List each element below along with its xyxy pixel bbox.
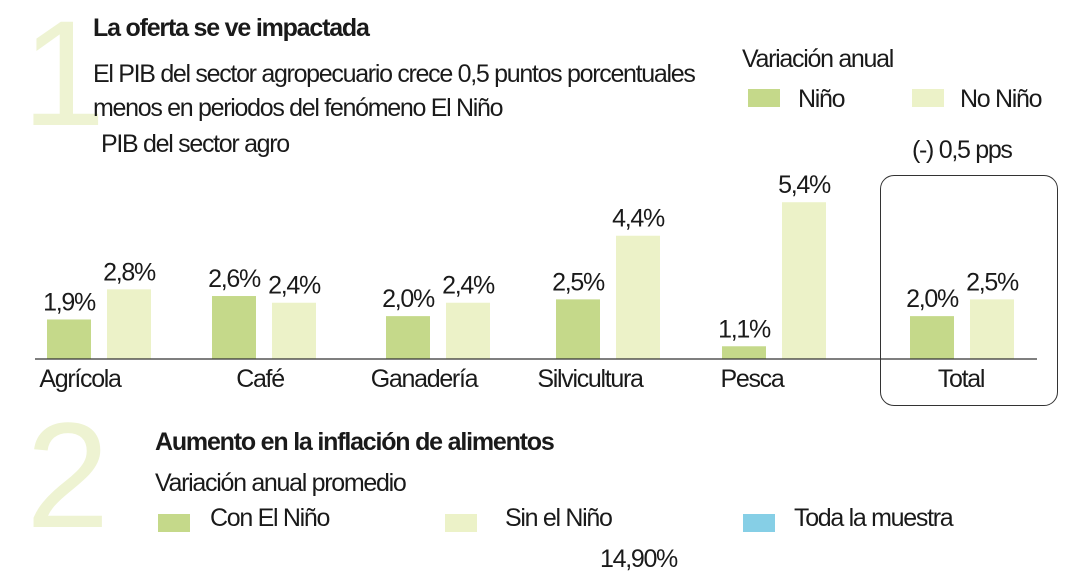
data-label: 2,4%	[268, 272, 321, 300]
section-1-subtitle-2: menos en periodos del fenómeno El Niño	[93, 94, 504, 122]
section-1-title: La oferta se ve impactada	[93, 14, 370, 42]
partial-value-label: 14,90%	[600, 545, 678, 573]
data-label: 2,5%	[966, 268, 1019, 296]
bar-no-nino	[970, 299, 1014, 359]
bar-no-nino	[616, 235, 660, 359]
data-label: 2,0%	[906, 285, 959, 313]
bar-nino	[47, 319, 91, 359]
bar-nino	[212, 296, 256, 359]
data-label: 4,4%	[612, 205, 665, 233]
data-label: 2,6%	[208, 265, 261, 293]
legend-swatch-no-nino	[912, 89, 944, 107]
legend-label-nino: Niño	[798, 85, 846, 113]
bar-no-nino	[782, 202, 826, 359]
bar-no-nino	[272, 302, 316, 359]
bar-nino	[386, 316, 430, 359]
bar-nino	[722, 346, 766, 359]
chart-label: PIB del sector agro	[101, 130, 290, 158]
category-label: Pesca	[721, 365, 785, 393]
section-number-2: 2	[26, 391, 110, 559]
section-1-subtitle-1: El PIB del sector agropecuario crece 0,5…	[93, 60, 696, 88]
section-number-1: 1	[22, 0, 106, 157]
category-label: Agrícola	[39, 365, 122, 393]
category-label: Silvicultura	[537, 365, 644, 393]
legend-label-toda-muestra: Toda la muestra	[794, 504, 954, 532]
bar-no-nino	[107, 289, 151, 359]
data-label: 1,9%	[43, 288, 96, 316]
category-label: Café	[236, 365, 284, 393]
legend-label-sin-nino: Sin el Niño	[505, 504, 613, 532]
section-2-title: Aumento en la inflación de alimentos	[155, 428, 555, 456]
legend-label-con-nino: Con El Niño	[210, 504, 330, 532]
legend-swatch-con-nino	[158, 514, 190, 532]
data-label: 1,1%	[718, 315, 771, 343]
section-2-subtitle: Variación anual promedio	[155, 469, 407, 497]
legend-swatch-sin-nino	[445, 514, 477, 532]
category-label: Total	[938, 365, 984, 393]
category-label: Ganadería	[371, 365, 479, 393]
data-label: 2,0%	[382, 285, 435, 313]
total-note: (-) 0,5 pps	[912, 136, 1013, 164]
legend-swatch-toda-muestra	[743, 514, 775, 532]
legend-label-no-nino: No Niño	[960, 85, 1043, 113]
bar-nino	[910, 316, 954, 359]
bar-nino	[556, 299, 600, 359]
legend-title: Variación anual	[742, 45, 894, 73]
data-label: 5,4%	[778, 171, 831, 199]
bar-no-nino	[446, 302, 490, 359]
data-label: 2,4%	[442, 272, 495, 300]
data-label: 2,8%	[103, 258, 156, 286]
data-label: 2,5%	[552, 268, 605, 296]
legend-swatch-nino	[748, 89, 780, 107]
total-highlight-box	[880, 175, 1058, 406]
